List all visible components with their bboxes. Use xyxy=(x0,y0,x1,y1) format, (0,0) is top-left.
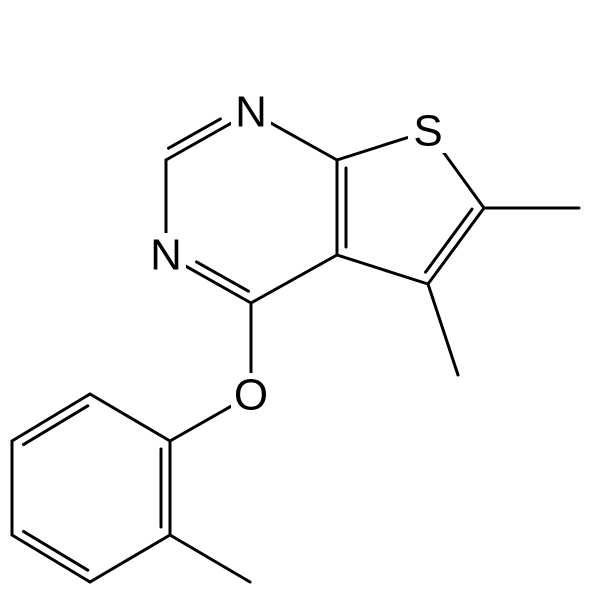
atom-label-s: S xyxy=(413,107,442,156)
chemical-structure: N N S O xyxy=(0,0,600,600)
atom-label-o: O xyxy=(234,371,268,420)
bonds-layer xyxy=(12,119,579,582)
atom-label-n: N xyxy=(235,88,267,137)
atom-label-n: N xyxy=(150,231,182,280)
